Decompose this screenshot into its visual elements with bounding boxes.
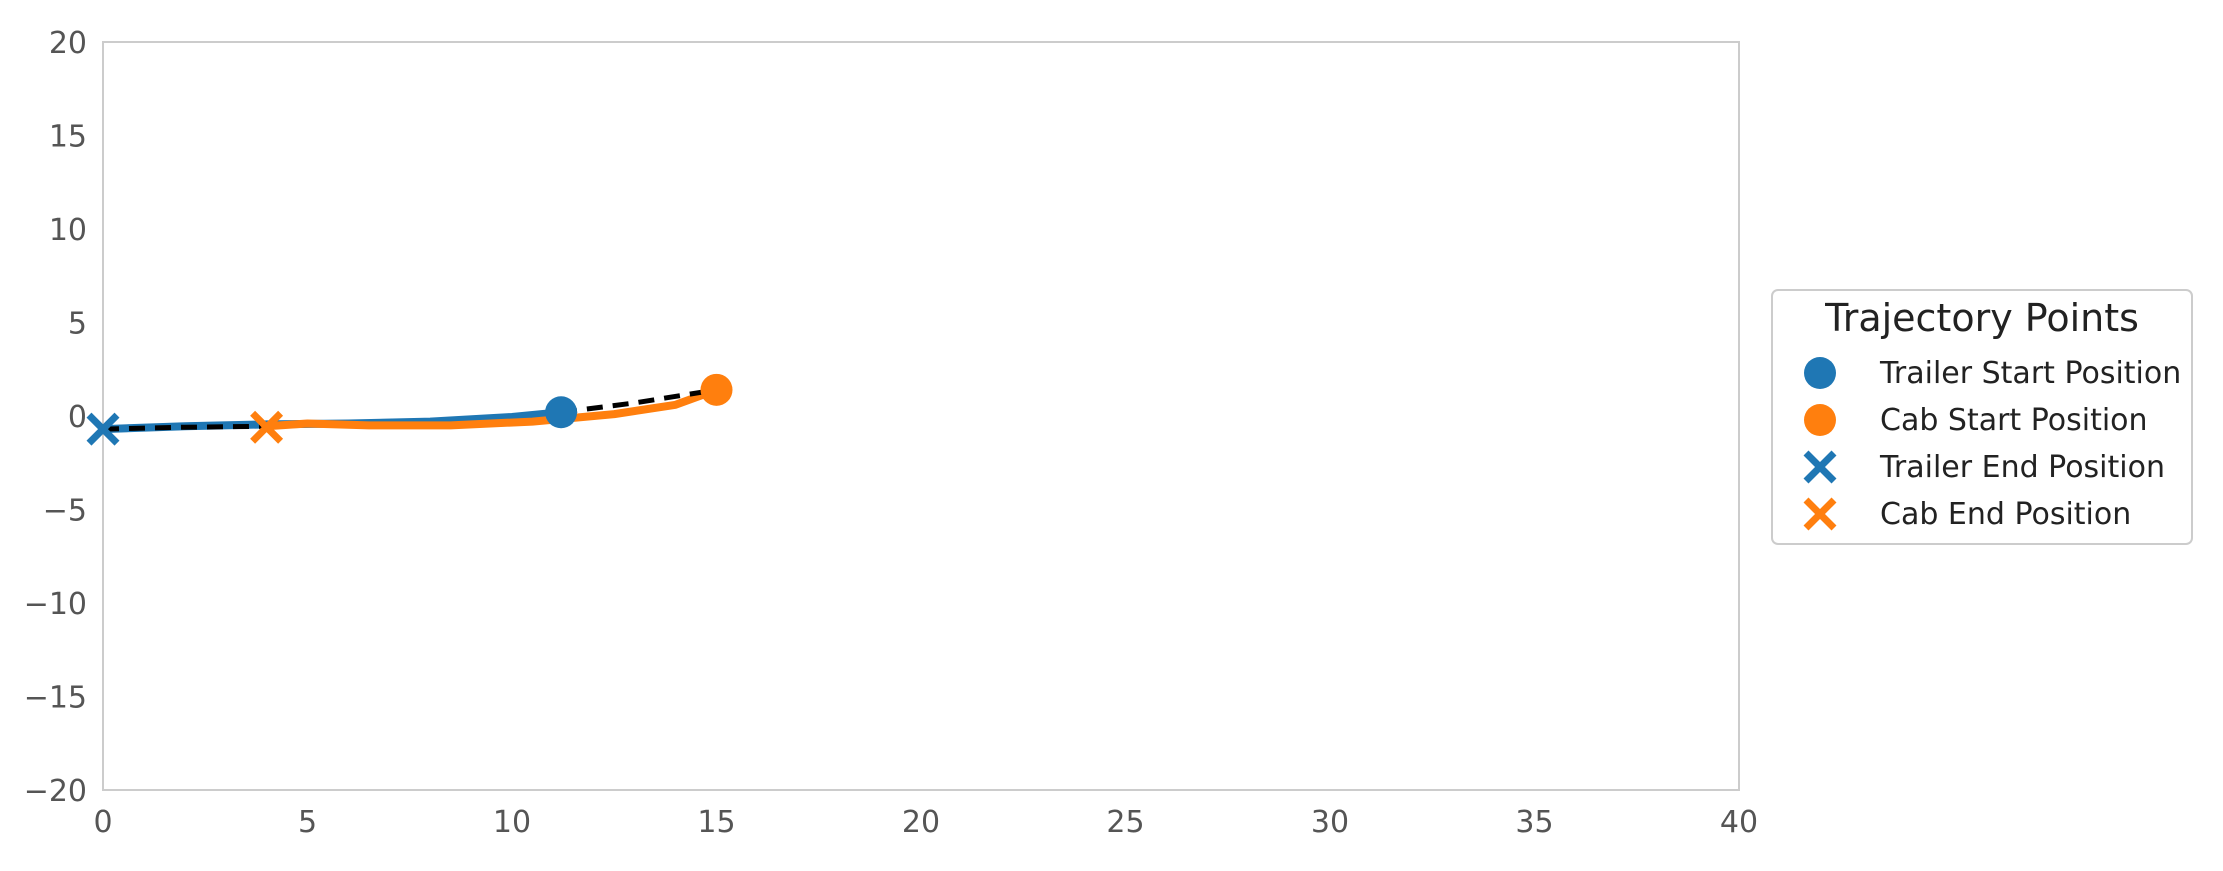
trailer-start-marker <box>545 396 578 429</box>
x-tick-label: 40 <box>1720 805 1758 840</box>
y-axis-ticks: −20 −15 −10 −5 0 5 10 15 20 <box>24 26 87 809</box>
plot-area <box>102 41 1740 791</box>
x-tick-label: 25 <box>1106 805 1144 840</box>
legend: Trajectory Points Trailer Start Position… <box>1771 289 2193 545</box>
x-tick-label: 20 <box>902 805 940 840</box>
cab-start-marker <box>700 373 733 406</box>
legend-marker-cab-cross-stroke <box>1803 497 1837 531</box>
legend-marker-trailer-cross <box>1803 450 1837 484</box>
hitch-dashed-line <box>102 423 267 432</box>
cab-end-marker <box>250 410 284 444</box>
y-tick-label: 15 <box>49 120 87 155</box>
y-tick-label: 20 <box>49 26 87 61</box>
legend-label: Cab Start Position <box>1880 403 2148 438</box>
legend-marker-cab-cross <box>1803 497 1837 531</box>
legend-marker-trailer-cross-stroke <box>1803 450 1837 484</box>
legend-entries: Trailer Start Position Cab Start Position… <box>1803 356 2181 532</box>
y-tick-label: −15 <box>24 681 87 716</box>
cab-end-marker-stroke <box>250 410 284 444</box>
legend-marker-cab-circle <box>1804 404 1836 436</box>
x-axis-ticks: 0 5 10 15 20 25 30 35 40 <box>93 805 1758 840</box>
x-tick-label: 0 <box>93 805 112 840</box>
series-layer <box>99 385 721 434</box>
x-tick-label: 30 <box>1311 805 1349 840</box>
y-tick-label: 10 <box>49 213 87 248</box>
legend-label: Cab End Position <box>1880 497 2131 532</box>
y-tick-label: 0 <box>68 400 87 435</box>
cab-solid-line <box>262 385 721 431</box>
x-tick-label: 5 <box>298 805 317 840</box>
marker-layer <box>86 373 733 446</box>
x-tick-label: 35 <box>1515 805 1553 840</box>
x-tick-label: 15 <box>697 805 735 840</box>
trailer-end-marker <box>86 412 120 446</box>
legend-label: Trailer End Position <box>1879 450 2165 485</box>
trailer-end-marker-stroke <box>86 412 120 446</box>
y-tick-label: −20 <box>24 774 87 809</box>
x-tick-label: 10 <box>493 805 531 840</box>
y-tick-label: −10 <box>24 587 87 622</box>
legend-box <box>1771 289 2193 545</box>
y-tick-label: −5 <box>43 494 87 529</box>
legend-marker-trailer-circle <box>1804 357 1836 389</box>
legend-title: Trajectory Points <box>1824 296 2139 340</box>
legend-label: Trailer Start Position <box>1879 356 2181 391</box>
y-tick-label: 5 <box>68 307 87 342</box>
